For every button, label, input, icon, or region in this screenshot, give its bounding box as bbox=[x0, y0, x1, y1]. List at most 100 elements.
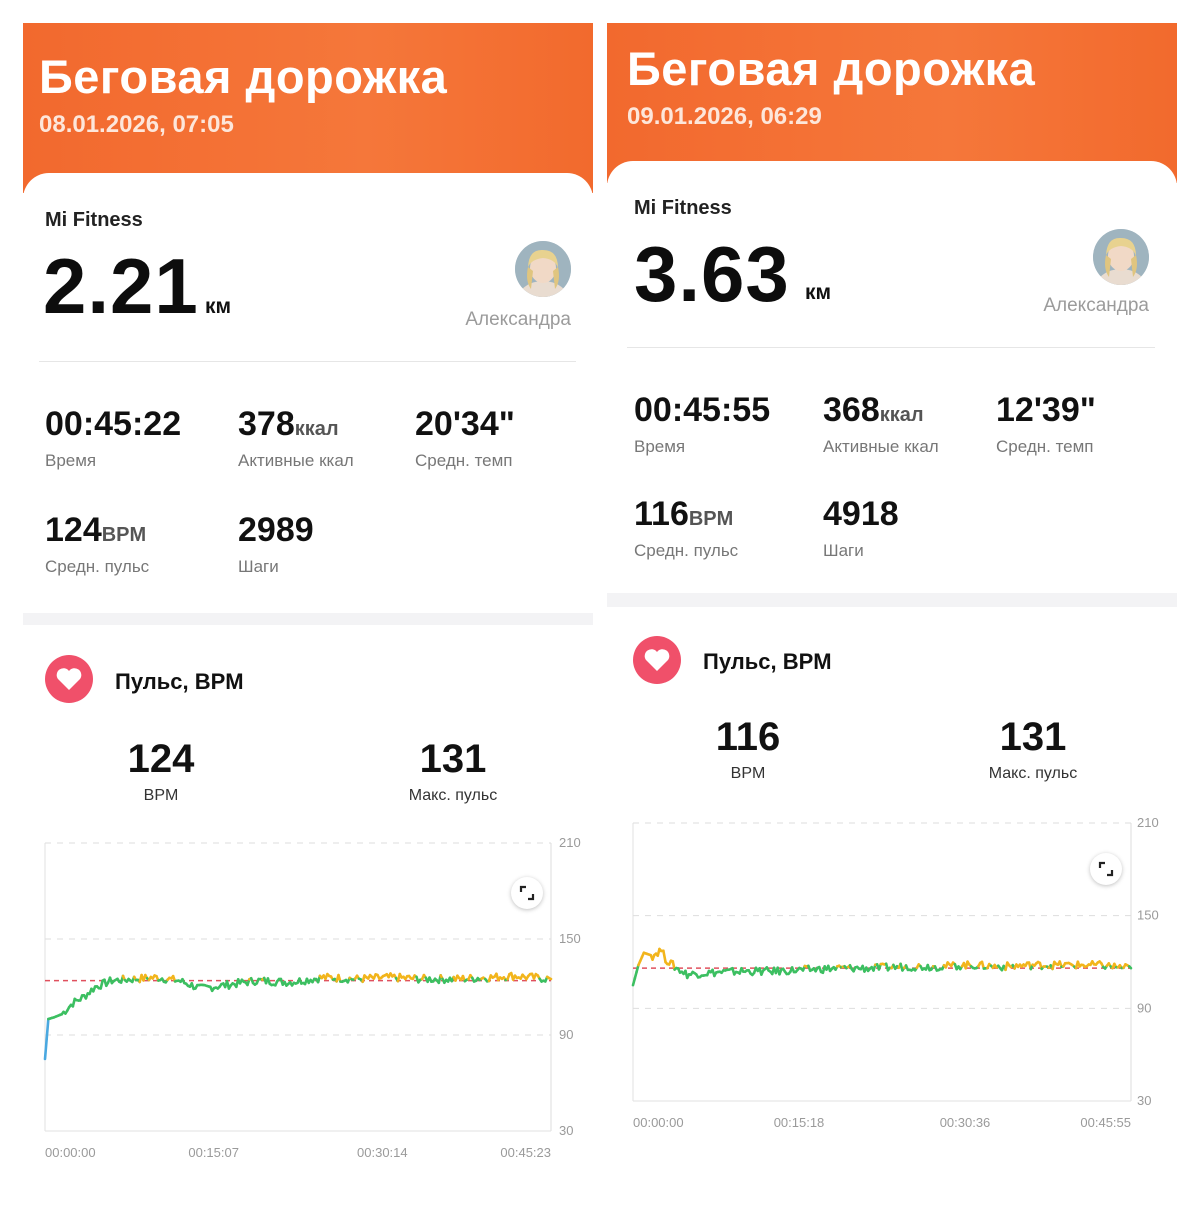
stat-avg-pulse-unit: BPM bbox=[689, 508, 733, 530]
x-tick-label: 00:15:18 bbox=[774, 1115, 825, 1130]
workout-panel-2: Беговая дорожка 09.01.2026, 06:29 Mi Fit… bbox=[607, 23, 1177, 1223]
x-tick-label: 00:00:00 bbox=[45, 1145, 96, 1160]
stat-avg-pulse: 124BPM Средн. пульс bbox=[45, 513, 149, 577]
avatar[interactable] bbox=[515, 241, 571, 297]
avatar-image bbox=[515, 241, 571, 297]
section-gap bbox=[607, 593, 1177, 607]
avg-pulse-label: BPM bbox=[668, 765, 828, 783]
user-name: Александра bbox=[1043, 295, 1149, 317]
stat-calories-label: Активные ккал bbox=[238, 451, 354, 471]
banner: Беговая дорожка 09.01.2026, 06:29 bbox=[607, 23, 1177, 183]
divider bbox=[39, 361, 576, 362]
avg-pulse: 124 BPM bbox=[81, 739, 241, 805]
x-tick-label: 00:30:14 bbox=[357, 1145, 408, 1160]
stat-pace: 20'34" Средн. темп bbox=[415, 407, 515, 471]
pulse-line-segment bbox=[549, 978, 551, 979]
section-gap bbox=[23, 613, 593, 625]
pulse-card: Пульс, BPM 124 BPM 131 Макс. пульс 210 15… bbox=[23, 625, 593, 1223]
pulse-line-segment bbox=[663, 951, 665, 962]
stat-pace-value: 20'34" bbox=[415, 405, 515, 443]
x-tick-label: 00:30:36 bbox=[940, 1115, 991, 1130]
banner-date: 09.01.2026, 06:29 bbox=[627, 103, 822, 131]
stat-pace: 12'39" Средн. темп bbox=[996, 393, 1096, 457]
distance-value: 3.63 bbox=[634, 235, 790, 313]
x-tick-label: 00:45:23 bbox=[500, 1145, 551, 1160]
stat-duration-value: 00:45:22 bbox=[45, 405, 181, 443]
max-pulse-label: Макс. пульс bbox=[373, 787, 533, 805]
stat-calories: 368ккал Активные ккал bbox=[823, 393, 939, 457]
expand-icon bbox=[1090, 853, 1122, 885]
stat-avg-pulse-label: Средн. пульс bbox=[634, 541, 738, 561]
expand-button[interactable] bbox=[1090, 853, 1122, 885]
stat-duration-label: Время bbox=[634, 437, 770, 457]
y-tick-label: 90 bbox=[1137, 1000, 1151, 1015]
avatar[interactable] bbox=[1093, 229, 1149, 285]
stat-avg-pulse: 116BPM Средн. пульс bbox=[634, 497, 738, 561]
distance-value: 2.21 bbox=[43, 247, 199, 325]
avg-pulse: 116 BPM bbox=[668, 717, 828, 783]
pulse-title: Пульс, BPM bbox=[703, 649, 832, 675]
pulse-chart: 210 150 90 30 00:00:00 00:15:07 00:30:14 00:45:… bbox=[23, 825, 593, 1185]
stat-duration-label: Время bbox=[45, 451, 181, 471]
summary-card: Mi Fitness 2.21 км Александра 00:45:22 В… bbox=[23, 173, 593, 613]
stat-steps: 2989 Шаги bbox=[238, 513, 314, 577]
stat-steps-value: 2989 bbox=[238, 511, 314, 549]
max-pulse-value: 131 bbox=[373, 739, 533, 779]
x-tick-label: 00:45:55 bbox=[1080, 1115, 1131, 1130]
distance-unit: км bbox=[205, 295, 231, 319]
y-tick-label: 30 bbox=[559, 1123, 573, 1138]
stat-steps-label: Шаги bbox=[823, 541, 899, 561]
banner: Беговая дорожка 08.01.2026, 07:05 bbox=[23, 23, 593, 193]
stat-duration: 00:45:55 Время bbox=[634, 393, 770, 457]
banner-date: 08.01.2026, 07:05 bbox=[39, 111, 234, 139]
stat-calories-value: 378 bbox=[238, 405, 295, 443]
stat-pace-value: 12'39" bbox=[996, 391, 1096, 429]
app-name: Mi Fitness bbox=[45, 209, 143, 232]
stat-avg-pulse-unit: BPM bbox=[102, 524, 146, 546]
avg-pulse-label: BPM bbox=[81, 787, 241, 805]
stat-steps: 4918 Шаги bbox=[823, 497, 899, 561]
stat-duration: 00:45:22 Время bbox=[45, 407, 181, 471]
stat-calories-unit: ккал bbox=[880, 404, 924, 426]
y-tick-label: 90 bbox=[559, 1027, 573, 1042]
stat-avg-pulse-value: 124 bbox=[45, 511, 102, 549]
avg-pulse-value: 116 bbox=[668, 717, 828, 757]
stat-steps-value: 4918 bbox=[823, 495, 899, 533]
pulse-title: Пульс, BPM bbox=[115, 669, 244, 695]
x-tick-label: 00:00:00 bbox=[633, 1115, 684, 1130]
avatar-image bbox=[1093, 229, 1149, 285]
max-pulse-label: Макс. пульс bbox=[953, 765, 1113, 783]
y-tick-label: 210 bbox=[559, 835, 581, 850]
stat-calories-value: 368 bbox=[823, 391, 880, 429]
workout-panel-1: Беговая дорожка 08.01.2026, 07:05 Mi Fit… bbox=[23, 23, 593, 1223]
stat-duration-value: 00:45:55 bbox=[634, 391, 770, 429]
distance-unit: км bbox=[805, 281, 831, 305]
avg-pulse-value: 124 bbox=[81, 739, 241, 779]
expand-button[interactable] bbox=[511, 877, 543, 909]
user-name: Александра bbox=[465, 309, 571, 331]
stat-calories: 378ккал Активные ккал bbox=[238, 407, 354, 471]
banner-title: Беговая дорожка bbox=[39, 49, 447, 104]
stat-pace-label: Средн. темп bbox=[415, 451, 515, 471]
stat-avg-pulse-label: Средн. пульс bbox=[45, 557, 149, 577]
stat-pace-label: Средн. темп bbox=[996, 437, 1096, 457]
divider bbox=[627, 347, 1155, 348]
pulse-line-segment bbox=[47, 1019, 49, 1039]
banner-title: Беговая дорожка bbox=[627, 41, 1035, 96]
app-name: Mi Fitness bbox=[634, 197, 732, 220]
x-tick-label: 00:15:07 bbox=[188, 1145, 239, 1160]
pulse-line-segment bbox=[1129, 966, 1131, 968]
expand-icon bbox=[511, 877, 543, 909]
heart-icon bbox=[633, 636, 681, 684]
stat-calories-label: Активные ккал bbox=[823, 437, 939, 457]
max-pulse: 131 Макс. пульс bbox=[953, 717, 1113, 783]
y-tick-label: 30 bbox=[1137, 1093, 1151, 1108]
pulse-line-segment bbox=[45, 1039, 47, 1059]
y-tick-label: 150 bbox=[1137, 908, 1159, 923]
stat-steps-label: Шаги bbox=[238, 557, 314, 577]
max-pulse: 131 Макс. пульс bbox=[373, 739, 533, 805]
heart-icon bbox=[45, 655, 93, 703]
y-tick-label: 150 bbox=[559, 931, 581, 946]
max-pulse-value: 131 bbox=[953, 717, 1113, 757]
